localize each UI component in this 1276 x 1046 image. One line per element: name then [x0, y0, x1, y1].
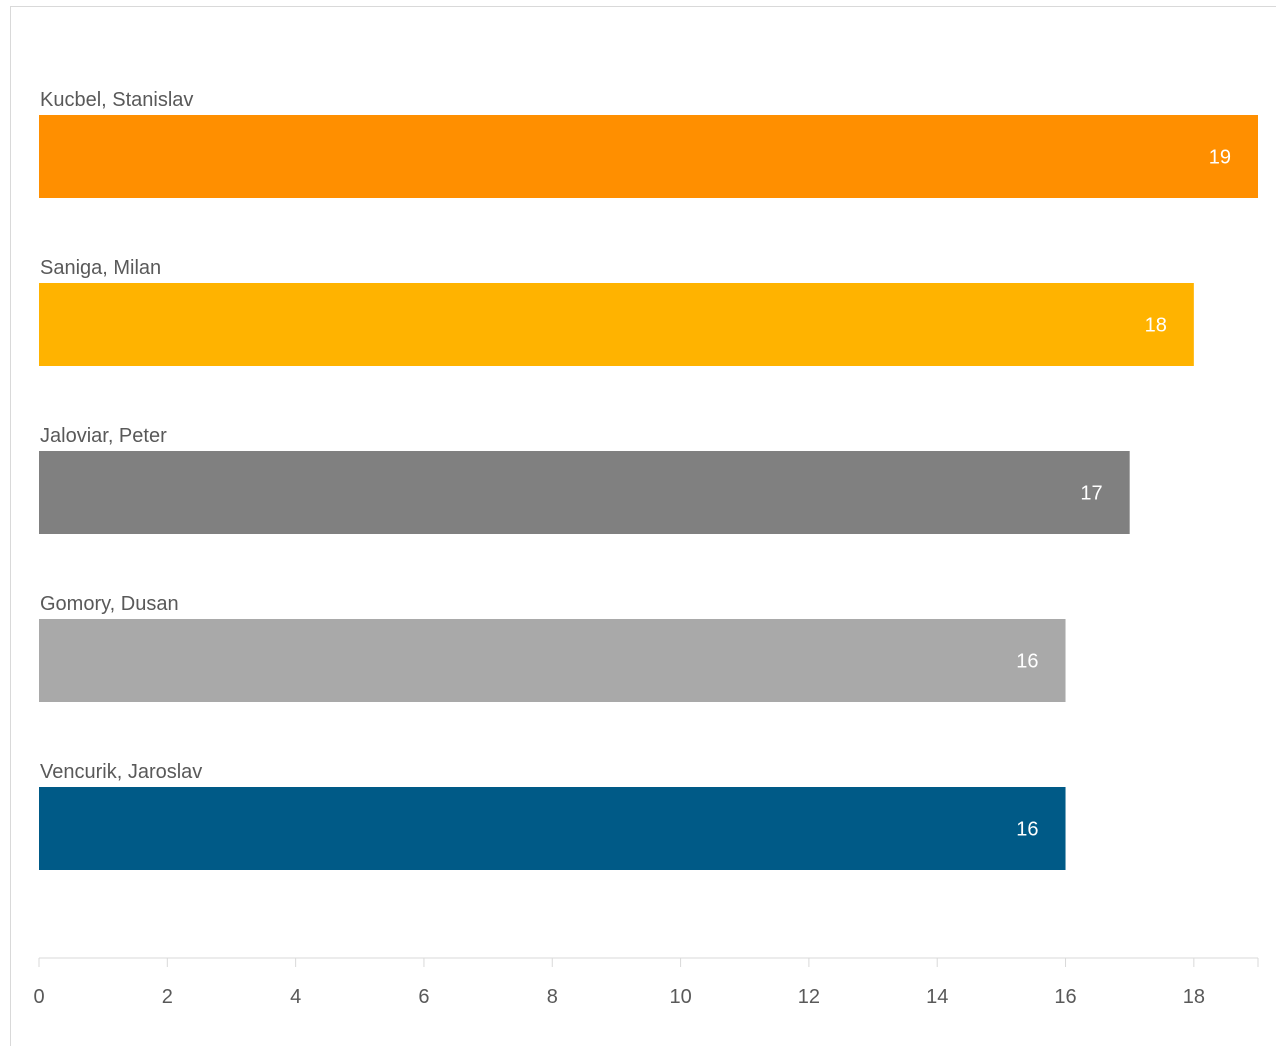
category-label: Kucbel, Stanislav	[40, 89, 193, 111]
bar-value-label: 16	[1016, 651, 1038, 673]
category-label: Vencurik, Jaroslav	[40, 761, 202, 783]
bar[interactable]	[39, 283, 1194, 366]
category-label: Gomory, Dusan	[40, 593, 179, 615]
category-label: Saniga, Milan	[40, 257, 161, 279]
bar-group: Kucbel, Stanislav 19	[39, 89, 1258, 198]
bar-group: Gomory, Dusan 16	[39, 593, 1066, 702]
bar-value-label: 19	[1209, 147, 1231, 169]
bar[interactable]	[39, 115, 1258, 198]
bar-value-label: 17	[1080, 483, 1102, 505]
x-tick-label: 12	[798, 986, 820, 1008]
x-tick-label: 2	[162, 986, 173, 1008]
x-tick-label: 4	[290, 986, 301, 1008]
x-tick-label: 6	[418, 986, 429, 1008]
x-axis: 0 2 4 6 8 10 12 14 16 18	[33, 957, 1259, 1008]
bar-value-label: 16	[1016, 819, 1038, 841]
x-tick-label: 16	[1054, 986, 1076, 1008]
bar[interactable]	[39, 619, 1066, 702]
bar-value-label: 18	[1145, 315, 1167, 337]
x-tick-label: 8	[547, 986, 558, 1008]
bar-chart: Kucbel, Stanislav 19 Saniga, Milan 18 Jalovi…	[33, 89, 1259, 1008]
bar[interactable]	[39, 787, 1066, 870]
bars-layer: Kucbel, Stanislav 19 Saniga, Milan 18 Jalovi…	[39, 89, 1258, 870]
x-tick-label: 14	[926, 986, 948, 1008]
bar-group: Vencurik, Jaroslav 16	[39, 761, 1066, 870]
x-tick-label: 18	[1183, 986, 1205, 1008]
bar-group: Jaloviar, Peter 17	[39, 425, 1130, 534]
bar-group: Saniga, Milan 18	[39, 257, 1194, 366]
x-tick-label: 10	[669, 986, 691, 1008]
category-label: Jaloviar, Peter	[40, 425, 167, 447]
chart-frame	[10, 6, 1276, 1046]
x-tick-label: 0	[33, 986, 44, 1008]
bar[interactable]	[39, 451, 1130, 534]
